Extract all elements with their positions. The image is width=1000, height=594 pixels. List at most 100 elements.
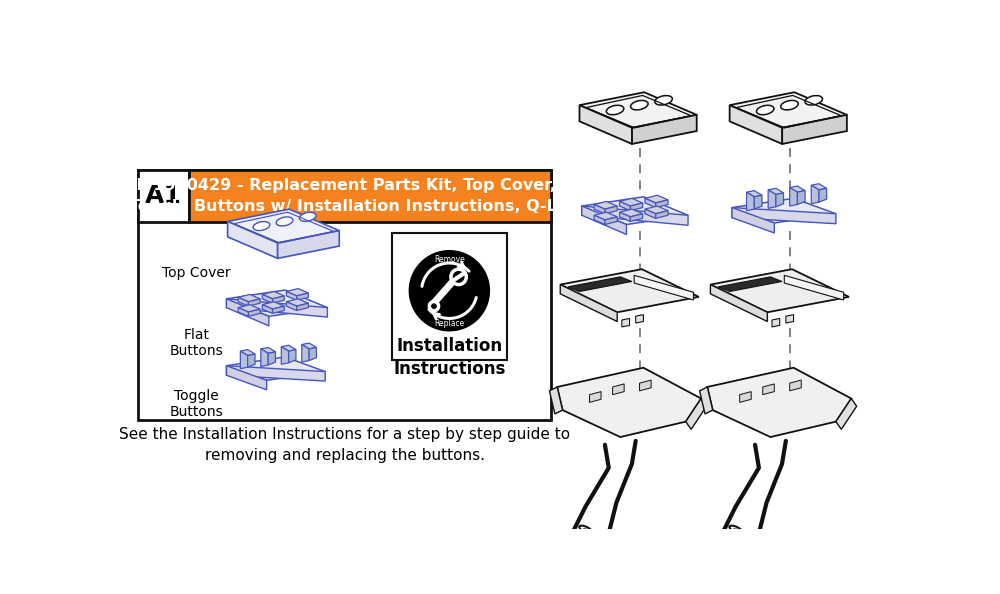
Polygon shape (732, 207, 836, 224)
Polygon shape (768, 190, 776, 208)
Polygon shape (262, 292, 284, 299)
Ellipse shape (253, 222, 270, 230)
Polygon shape (605, 206, 617, 214)
Polygon shape (763, 384, 774, 394)
Polygon shape (656, 200, 668, 207)
Polygon shape (226, 366, 325, 381)
Polygon shape (620, 198, 643, 206)
Polygon shape (568, 277, 632, 292)
Polygon shape (297, 293, 308, 301)
Polygon shape (286, 302, 297, 311)
Polygon shape (747, 192, 754, 211)
Polygon shape (261, 347, 275, 353)
Bar (392, 233, 507, 360)
Polygon shape (238, 295, 260, 302)
Polygon shape (309, 347, 316, 361)
Ellipse shape (781, 100, 798, 110)
Circle shape (409, 251, 489, 331)
Ellipse shape (606, 105, 624, 115)
Polygon shape (740, 391, 751, 402)
Polygon shape (594, 204, 605, 214)
Polygon shape (286, 289, 308, 296)
Polygon shape (273, 296, 284, 303)
Polygon shape (634, 276, 693, 300)
Polygon shape (594, 215, 605, 225)
Polygon shape (605, 217, 617, 225)
Text: Installation
Instructions: Installation Instructions (393, 337, 506, 378)
Polygon shape (700, 387, 713, 414)
Polygon shape (273, 306, 284, 314)
Polygon shape (286, 292, 297, 301)
Polygon shape (790, 186, 805, 192)
Polygon shape (645, 198, 656, 207)
Polygon shape (262, 305, 273, 314)
Ellipse shape (631, 100, 648, 110)
Polygon shape (248, 354, 255, 367)
Polygon shape (289, 350, 296, 363)
Ellipse shape (276, 217, 293, 226)
Polygon shape (226, 290, 327, 317)
Polygon shape (797, 191, 805, 204)
Polygon shape (836, 399, 857, 429)
Polygon shape (645, 206, 668, 214)
Polygon shape (226, 299, 327, 317)
Polygon shape (620, 212, 630, 222)
Polygon shape (594, 201, 617, 209)
Polygon shape (228, 209, 339, 243)
Ellipse shape (299, 212, 316, 222)
Polygon shape (549, 387, 563, 414)
Polygon shape (582, 206, 626, 235)
Polygon shape (754, 195, 762, 209)
Polygon shape (613, 384, 624, 394)
Polygon shape (228, 222, 278, 258)
Polygon shape (772, 318, 780, 327)
Polygon shape (240, 351, 248, 369)
Polygon shape (790, 380, 801, 391)
Polygon shape (656, 211, 668, 219)
Text: KIT1910429 - Replacement Parts Kit, Top Cover, Flat &
Toggle Buttons w/ Installa: KIT1910429 - Replacement Parts Kit, Top … (124, 178, 616, 214)
Polygon shape (560, 285, 617, 321)
Polygon shape (819, 188, 827, 202)
Polygon shape (622, 318, 630, 327)
Ellipse shape (655, 96, 672, 105)
Polygon shape (557, 368, 701, 437)
Polygon shape (636, 315, 643, 323)
Polygon shape (590, 391, 601, 402)
Polygon shape (784, 276, 844, 300)
Polygon shape (747, 191, 762, 197)
Bar (138, 170, 551, 420)
Ellipse shape (805, 96, 822, 105)
Polygon shape (620, 209, 643, 217)
Polygon shape (268, 352, 275, 365)
Polygon shape (281, 347, 289, 364)
Polygon shape (730, 92, 847, 128)
Text: Toggle
Buttons: Toggle Buttons (170, 388, 224, 419)
Polygon shape (297, 303, 308, 311)
Polygon shape (560, 269, 699, 312)
Polygon shape (710, 285, 767, 321)
Polygon shape (786, 315, 794, 323)
Polygon shape (278, 230, 339, 258)
Text: Remove: Remove (434, 255, 465, 264)
Polygon shape (582, 206, 688, 225)
Bar (189, 170, 551, 222)
Polygon shape (632, 115, 697, 144)
Polygon shape (262, 302, 284, 309)
Polygon shape (790, 188, 797, 206)
Text: Flat
Buttons: Flat Buttons (170, 328, 224, 358)
Polygon shape (302, 343, 316, 349)
Circle shape (429, 302, 439, 311)
Polygon shape (248, 309, 260, 317)
Polygon shape (302, 345, 309, 362)
Polygon shape (579, 92, 697, 128)
Polygon shape (730, 105, 782, 144)
Ellipse shape (756, 105, 774, 115)
Polygon shape (238, 308, 248, 317)
Polygon shape (248, 299, 260, 306)
Polygon shape (286, 299, 308, 306)
Polygon shape (226, 299, 269, 326)
Polygon shape (732, 207, 774, 233)
Polygon shape (710, 269, 849, 312)
Text: Top Cover: Top Cover (162, 266, 231, 280)
Polygon shape (261, 349, 268, 366)
